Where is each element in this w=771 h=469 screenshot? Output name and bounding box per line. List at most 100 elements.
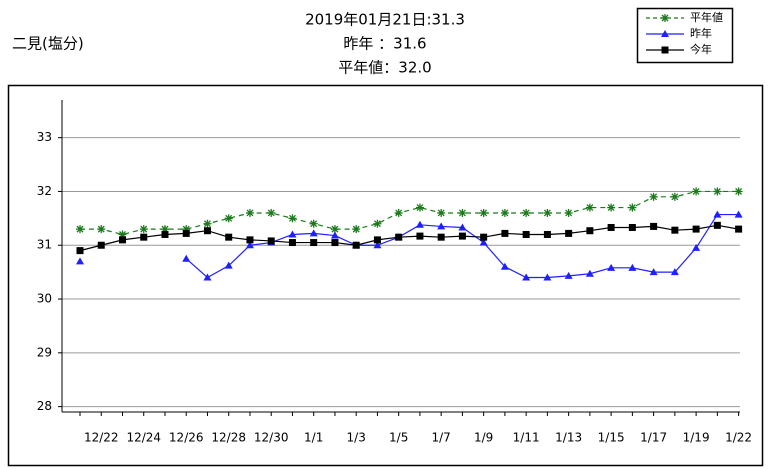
x-tick-label: 1/11 [513, 431, 540, 445]
data-point [76, 225, 84, 234]
data-point [607, 203, 616, 212]
data-point [246, 236, 254, 244]
title-line: 平年値：32.0 [338, 59, 431, 77]
data-point [97, 225, 106, 234]
y-tick-label: 28 [37, 399, 52, 413]
data-point [140, 233, 148, 241]
x-tick-label: 1/17 [640, 431, 667, 445]
data-point [586, 227, 594, 235]
title-line: 2019年01月21日:31.3 [305, 11, 465, 29]
legend-label: 今年 [690, 42, 712, 56]
data-point [76, 257, 84, 265]
star-stroke [267, 209, 275, 217]
legend-marker [661, 30, 669, 37]
data-point [713, 221, 721, 229]
star-stroke [671, 193, 679, 201]
data-point [628, 263, 637, 271]
data-point [203, 219, 212, 228]
star-stroke [607, 204, 615, 212]
star-stroke [204, 220, 211, 228]
star-stroke [661, 14, 669, 22]
x-tick-label: 1/5 [389, 431, 408, 445]
data-point [565, 229, 573, 237]
y-tick-label: 32 [37, 184, 52, 198]
data-point [330, 231, 339, 239]
data-point [650, 222, 658, 230]
x-tick-label: 1/15 [598, 431, 625, 445]
x-tick-label: 1/7 [432, 431, 451, 445]
data-point [288, 214, 297, 223]
data-point [543, 273, 552, 281]
data-point [734, 187, 743, 196]
star-stroke [140, 225, 148, 233]
data-point [649, 268, 658, 276]
data-point [500, 262, 509, 270]
data-point [458, 223, 467, 231]
legend-marker [661, 14, 669, 22]
data-point [713, 187, 722, 196]
data-point [585, 269, 594, 277]
data-point [628, 203, 637, 212]
star-stroke [628, 204, 636, 212]
data-point [607, 223, 615, 231]
star-stroke [246, 209, 254, 217]
star-stroke [97, 225, 105, 233]
data-point [522, 208, 531, 217]
data-point [416, 232, 424, 240]
data-point [500, 208, 509, 217]
y-tick-label: 31 [37, 238, 52, 252]
star-stroke [458, 209, 466, 217]
data-point [415, 203, 424, 212]
data-point [182, 254, 191, 262]
data-point [607, 263, 616, 271]
data-point [225, 233, 233, 241]
data-point [288, 239, 296, 247]
data-point [267, 208, 276, 217]
star-stroke [331, 225, 339, 233]
star-stroke [288, 214, 296, 222]
data-point [331, 239, 339, 247]
star-stroke [501, 209, 509, 217]
data-point [373, 219, 382, 228]
y-tick-label: 30 [37, 292, 52, 306]
star-stroke [352, 225, 360, 233]
x-tick-label: 1/19 [683, 431, 710, 445]
data-point [692, 225, 700, 233]
data-point [310, 239, 318, 247]
series-line [79, 224, 739, 252]
data-point [543, 208, 552, 217]
data-point [670, 192, 679, 201]
x-tick-label: 12/26 [169, 431, 204, 445]
legend-label: 平年値 [690, 10, 723, 24]
x-tick-label: 1/3 [347, 431, 366, 445]
x-tick-label: 12/24 [126, 431, 161, 445]
data-point [395, 233, 403, 241]
data-point [267, 237, 275, 245]
star-stroke [395, 209, 403, 217]
series-line [80, 190, 739, 236]
data-point [352, 241, 360, 249]
data-point [373, 241, 382, 249]
station-label: 二見(塩分) [12, 35, 84, 53]
data-point [628, 223, 636, 231]
data-point [564, 208, 573, 217]
star-stroke [76, 225, 84, 233]
data-point [692, 243, 701, 251]
data-point [649, 192, 658, 201]
data-point [437, 208, 446, 217]
data-point [437, 233, 445, 241]
data-point [692, 187, 701, 196]
data-point [713, 210, 722, 218]
x-tick-label: 1/13 [555, 431, 582, 445]
data-point [118, 236, 126, 244]
x-tick-label: 12/30 [254, 431, 289, 445]
data-point [585, 203, 594, 212]
star-stroke [735, 187, 743, 195]
data-point [224, 261, 233, 269]
star-stroke [437, 209, 445, 217]
star-stroke [586, 204, 594, 212]
data-point [182, 229, 190, 237]
star-stroke [310, 220, 318, 228]
data-point [224, 214, 233, 223]
x-tick-label: 1/9 [474, 431, 493, 445]
